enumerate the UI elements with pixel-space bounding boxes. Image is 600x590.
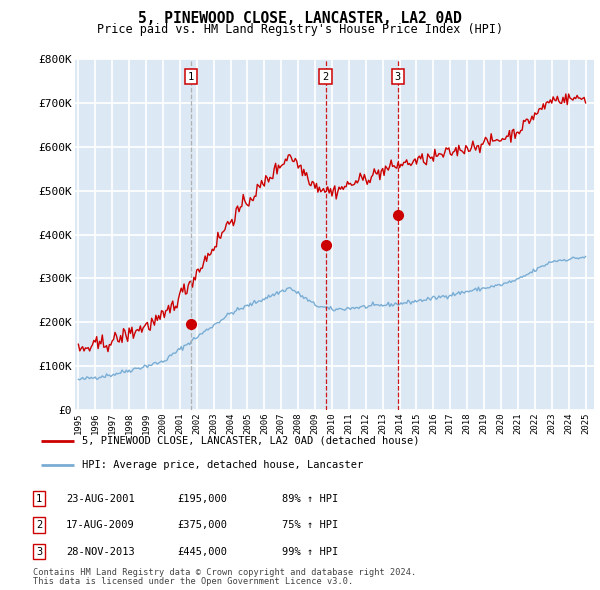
- Text: 3: 3: [36, 547, 42, 556]
- Text: 2: 2: [322, 71, 329, 81]
- Text: 5, PINEWOOD CLOSE, LANCASTER, LA2 0AD (detached house): 5, PINEWOOD CLOSE, LANCASTER, LA2 0AD (d…: [82, 436, 419, 446]
- Text: 17-AUG-2009: 17-AUG-2009: [66, 520, 135, 530]
- Text: 3: 3: [395, 71, 401, 81]
- Text: 99% ↑ HPI: 99% ↑ HPI: [282, 547, 338, 556]
- Text: 1: 1: [188, 71, 194, 81]
- Text: 1: 1: [36, 494, 42, 503]
- Text: 75% ↑ HPI: 75% ↑ HPI: [282, 520, 338, 530]
- Text: HPI: Average price, detached house, Lancaster: HPI: Average price, detached house, Lanc…: [82, 460, 363, 470]
- Text: This data is licensed under the Open Government Licence v3.0.: This data is licensed under the Open Gov…: [33, 577, 353, 586]
- Text: 23-AUG-2001: 23-AUG-2001: [66, 494, 135, 503]
- Text: £445,000: £445,000: [177, 547, 227, 556]
- Text: £195,000: £195,000: [177, 494, 227, 503]
- Text: Price paid vs. HM Land Registry's House Price Index (HPI): Price paid vs. HM Land Registry's House …: [97, 23, 503, 36]
- Text: £375,000: £375,000: [177, 520, 227, 530]
- Text: 89% ↑ HPI: 89% ↑ HPI: [282, 494, 338, 503]
- Text: Contains HM Land Registry data © Crown copyright and database right 2024.: Contains HM Land Registry data © Crown c…: [33, 568, 416, 577]
- Text: 2: 2: [36, 520, 42, 530]
- Text: 5, PINEWOOD CLOSE, LANCASTER, LA2 0AD: 5, PINEWOOD CLOSE, LANCASTER, LA2 0AD: [138, 11, 462, 27]
- Text: 28-NOV-2013: 28-NOV-2013: [66, 547, 135, 556]
